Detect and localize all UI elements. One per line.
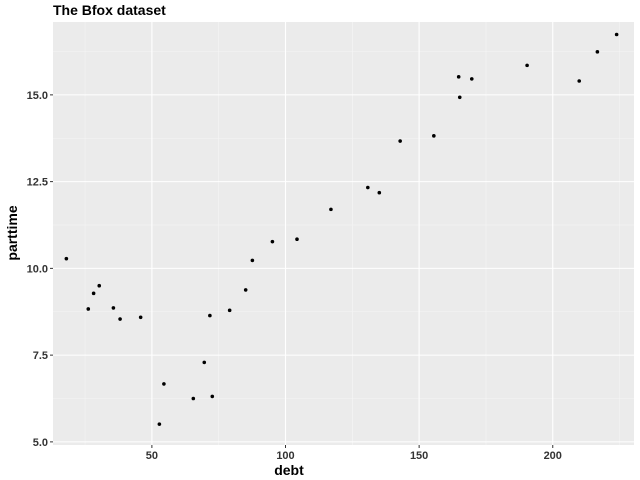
data-point [457,95,462,100]
data-point [614,32,619,37]
data-point [595,50,600,54]
data-point [456,75,461,79]
data-point [250,258,255,263]
y-tick-label: 10.0 [27,263,48,275]
data-point [138,315,143,320]
y-axis-title: parttime [4,205,20,260]
data-point [329,207,333,212]
data-point [208,313,212,318]
y-tick-label: 7.5 [33,350,48,362]
y-tick-label: 12.5 [27,177,48,189]
major-gridlines [53,22,634,445]
chart-title: The Bfox dataset [53,2,166,18]
x-tick-label: 50 [146,450,158,462]
x-tick-label: 100 [276,450,294,462]
axis-ticks: 50 100 150 200 5.0 7.5 10.0 12.5 15.0 [27,90,562,462]
data-point [243,288,248,292]
data-point [64,256,69,261]
minor-gridlines [53,22,634,445]
plot-panel [53,22,634,445]
data-point [97,283,102,288]
data-point [191,396,196,401]
data-point [366,185,370,190]
data-point [577,79,582,83]
data-point [398,139,402,143]
data-point [86,307,91,311]
data-point [210,394,215,399]
x-axis-title: debt [274,462,304,478]
data-point [432,134,436,138]
data-point [202,360,207,365]
data-point [469,77,474,81]
x-tick-label: 150 [410,450,428,462]
data-point [162,382,166,386]
data-point [227,308,232,313]
data-point [111,306,116,310]
data-point [525,63,529,68]
data-point [157,422,162,426]
y-tick-label: 15.0 [27,90,48,102]
y-tick-label: 5.0 [33,437,48,449]
data-point [295,237,299,242]
data-point [91,291,96,296]
x-tick-label: 200 [544,450,562,462]
data-point [377,190,382,195]
data-points [64,32,619,426]
data-point [270,239,275,244]
data-point [118,317,122,321]
